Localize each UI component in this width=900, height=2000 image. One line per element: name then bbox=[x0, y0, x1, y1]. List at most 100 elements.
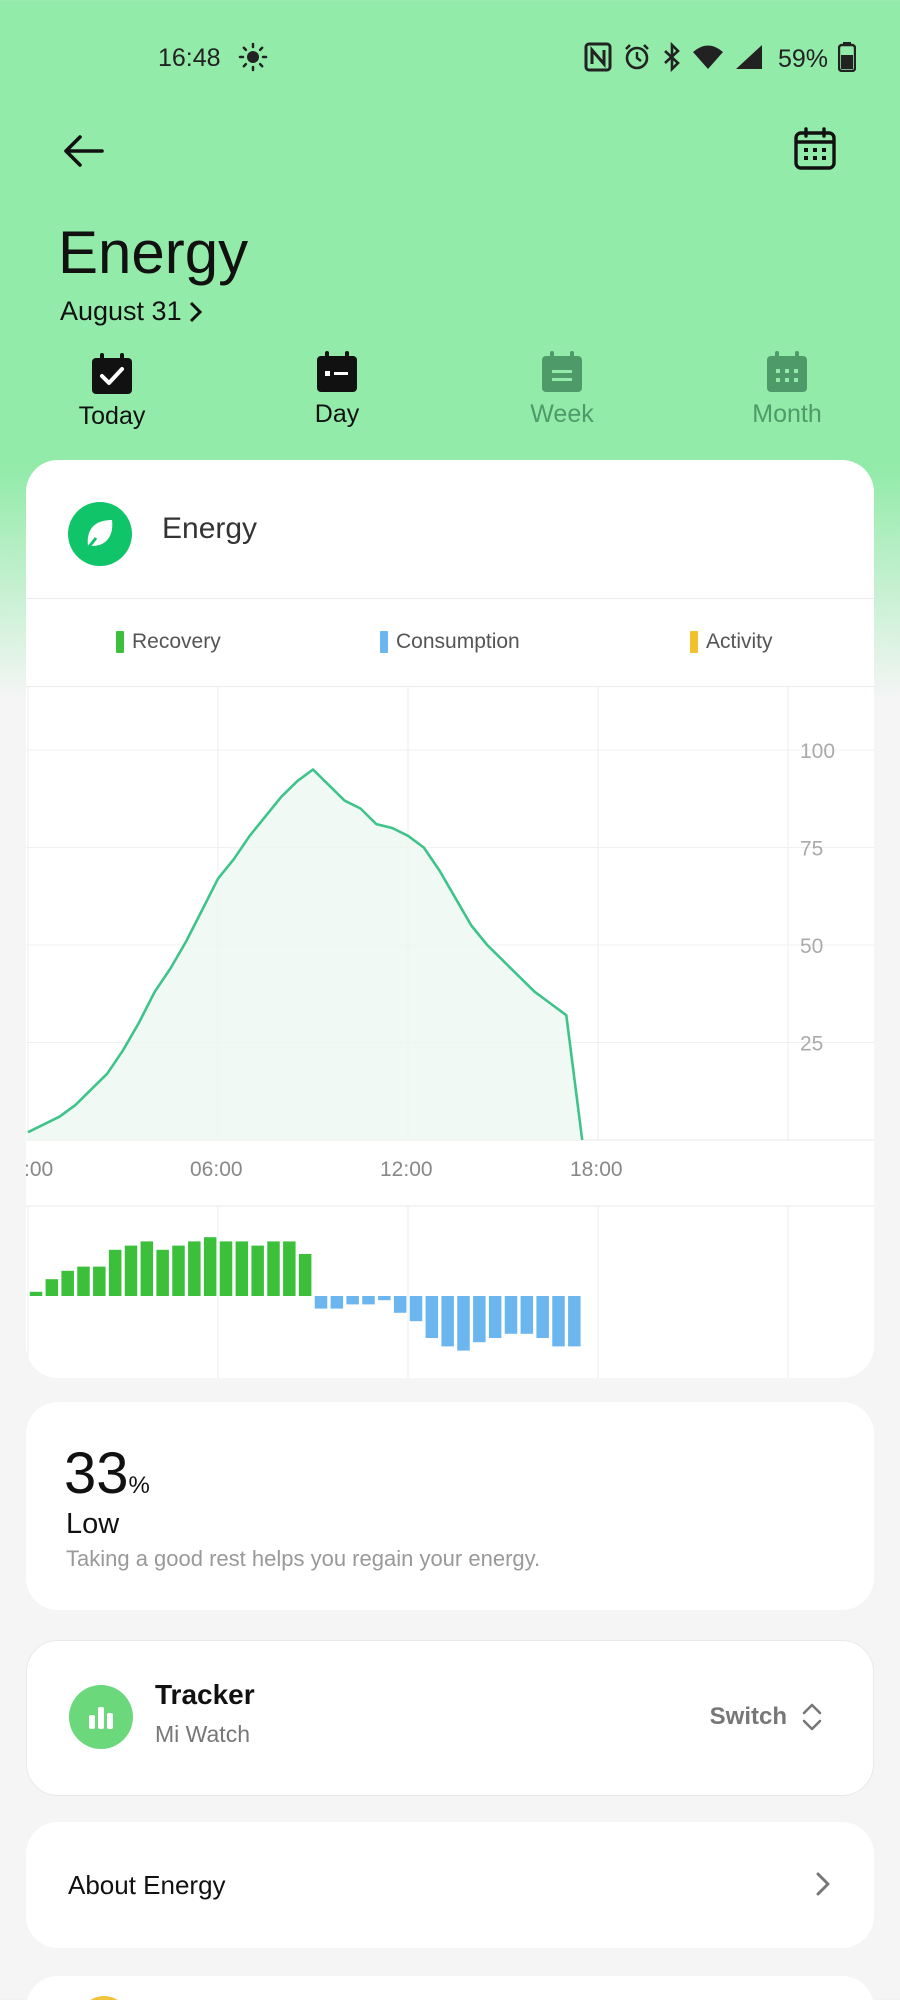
consumption-bar bbox=[473, 1296, 486, 1343]
tab-month[interactable]: Month bbox=[722, 350, 852, 429]
tracker-device: Mi Watch bbox=[155, 1721, 250, 1747]
x-tick-label: 06:00 bbox=[190, 1158, 243, 1181]
consumption-bar bbox=[314, 1296, 328, 1309]
legend-activity-label: Activity bbox=[706, 630, 773, 653]
chevron-up-down-icon bbox=[802, 1703, 822, 1731]
tab-week[interactable]: Week bbox=[497, 350, 627, 429]
legend-recovery-label: Recovery bbox=[132, 630, 221, 653]
calendar-day-icon bbox=[317, 351, 357, 392]
consumption-bar bbox=[504, 1296, 518, 1334]
recovery-bar bbox=[172, 1245, 185, 1296]
x-tick-label: :00 bbox=[26, 1158, 53, 1181]
consumption-bar bbox=[425, 1296, 439, 1338]
energy-chart[interactable]: 100 75 50 25 :00 06:00 12:00 18:00 bbox=[26, 686, 874, 1378]
recovery-bar bbox=[188, 1241, 201, 1296]
x-tick-label: 12:00 bbox=[380, 1158, 433, 1181]
recovery-bar bbox=[124, 1245, 138, 1296]
tracker-title: Tracker bbox=[155, 1679, 255, 1710]
recovery-swatch bbox=[116, 631, 124, 653]
calendar-month-icon bbox=[767, 351, 807, 392]
switch-label: Switch bbox=[709, 1703, 787, 1730]
recovery-bar bbox=[283, 1241, 296, 1296]
energy-area-fill bbox=[28, 769, 583, 1140]
consumption-bar bbox=[346, 1296, 359, 1305]
energy-percent-value: 33 bbox=[64, 1441, 129, 1506]
bar-chart-icon bbox=[69, 1685, 133, 1749]
recovery-bar bbox=[251, 1245, 264, 1296]
switch-device-button[interactable]: Switch bbox=[710, 1701, 823, 1733]
page-title: Energy bbox=[58, 219, 249, 286]
consumption-bar bbox=[441, 1296, 454, 1347]
energy-leaf-icon bbox=[68, 502, 132, 566]
y-tick-label: 25 bbox=[800, 1033, 823, 1056]
divider bbox=[26, 686, 874, 687]
consumption-bar bbox=[536, 1296, 549, 1338]
activity-swatch bbox=[690, 631, 698, 653]
back-button[interactable] bbox=[58, 128, 114, 174]
tracker-card: Tracker Mi Watch Switch bbox=[26, 1640, 874, 1796]
y-tick-label: 50 bbox=[800, 935, 823, 958]
date-selector[interactable]: August 31 bbox=[60, 296, 204, 327]
recovery-bar bbox=[61, 1270, 74, 1296]
consumption-bar bbox=[393, 1296, 407, 1313]
chevron-right-icon bbox=[189, 301, 202, 322]
calendar-button[interactable] bbox=[792, 126, 838, 172]
recovery-bar bbox=[219, 1241, 233, 1296]
consumption-bar bbox=[378, 1296, 391, 1301]
next-card bbox=[26, 1976, 874, 2000]
energy-card-title: Energy bbox=[162, 512, 258, 545]
legend-consumption: Consumption bbox=[380, 630, 520, 654]
date-label: August 31 bbox=[60, 296, 182, 326]
consumption-bar bbox=[362, 1296, 375, 1305]
about-energy-label: About Energy bbox=[68, 1870, 226, 1900]
y-tick-label: 100 bbox=[800, 740, 835, 763]
consumption-swatch bbox=[380, 631, 388, 653]
tab-today-label: Today bbox=[78, 402, 146, 430]
recovery-bar bbox=[298, 1254, 312, 1296]
recovery-bar bbox=[108, 1249, 122, 1296]
alarm-icon bbox=[622, 42, 652, 77]
energy-percent-unit: % bbox=[128, 1472, 150, 1499]
energy-percent: 33% bbox=[64, 1440, 150, 1507]
back-arrow-icon bbox=[64, 135, 104, 167]
tab-today[interactable]: Today bbox=[47, 352, 177, 431]
consumption-bar bbox=[488, 1296, 502, 1338]
status-icons: 59% bbox=[584, 41, 857, 77]
calendar-check-icon bbox=[92, 353, 132, 394]
energy-description: Taking a good rest helps you regain your… bbox=[66, 1546, 541, 1571]
consumption-bar bbox=[552, 1296, 565, 1347]
activity-icon bbox=[78, 1996, 130, 2000]
recovery-bar bbox=[235, 1241, 249, 1296]
recovery-bar bbox=[267, 1241, 280, 1296]
tab-day[interactable]: Day bbox=[272, 350, 402, 429]
status-time: 16:48 bbox=[158, 44, 221, 72]
recovery-bar bbox=[45, 1279, 59, 1296]
consumption-bar bbox=[568, 1296, 581, 1347]
tab-month-label: Month bbox=[752, 400, 822, 428]
calendar-icon bbox=[794, 127, 836, 170]
about-energy-row[interactable]: About Energy bbox=[26, 1822, 874, 1948]
energy-line bbox=[27, 768, 584, 1141]
tab-week-label: Week bbox=[530, 400, 594, 428]
sun-icon bbox=[238, 42, 268, 77]
consumption-bar bbox=[520, 1296, 534, 1334]
calendar-week-icon bbox=[542, 351, 582, 392]
recovery-bar bbox=[29, 1291, 43, 1296]
legend-recovery: Recovery bbox=[116, 630, 221, 654]
tab-day-label: Day bbox=[314, 400, 360, 428]
recovery-bar bbox=[77, 1266, 90, 1296]
battery-icon bbox=[837, 42, 857, 77]
energy-level: Low bbox=[66, 1508, 120, 1540]
consumption-bar bbox=[457, 1296, 470, 1351]
wifi-icon bbox=[692, 43, 724, 76]
consumption-bar bbox=[409, 1296, 423, 1322]
x-tick-label: 18:00 bbox=[570, 1158, 623, 1181]
recovery-bar bbox=[156, 1249, 169, 1296]
recovery-bar bbox=[140, 1241, 154, 1296]
nfc-icon bbox=[584, 42, 612, 77]
signal-icon bbox=[734, 43, 764, 76]
recovery-bar bbox=[203, 1237, 217, 1296]
battery-percent: 59% bbox=[777, 45, 828, 73]
y-tick-label: 75 bbox=[800, 838, 823, 861]
chevron-right-icon bbox=[816, 1872, 830, 1896]
